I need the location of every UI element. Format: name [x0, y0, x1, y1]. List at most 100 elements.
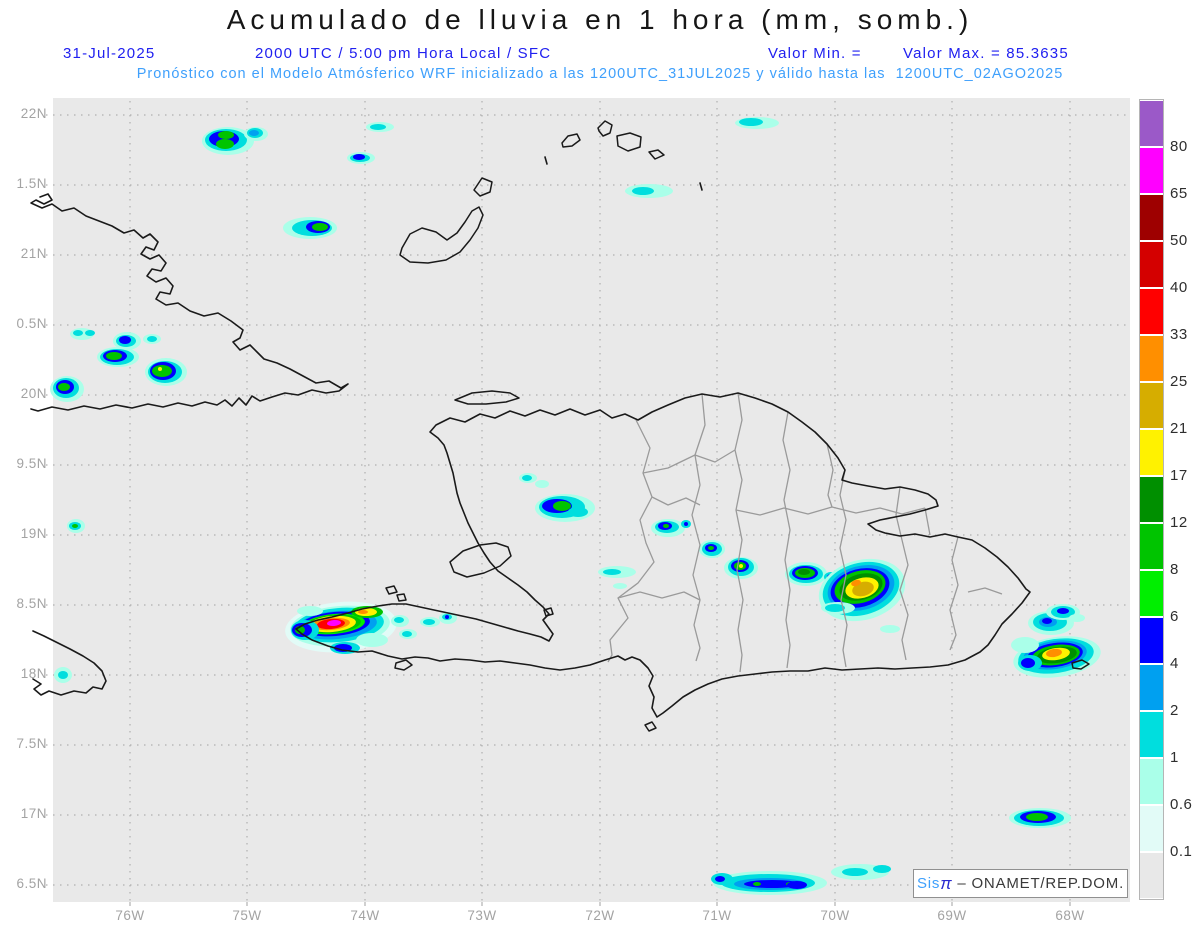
- colorbar-segment: [1140, 806, 1163, 851]
- rain-cell-layer: [728, 558, 754, 576]
- rain-cell-layer: [658, 522, 672, 530]
- rain-cell-layer: [209, 131, 239, 147]
- plot-background: [53, 98, 1130, 902]
- rain-cell-layer: [67, 519, 85, 533]
- rain-cell-layer: [744, 880, 800, 888]
- rain-cell-layer: [1013, 636, 1101, 678]
- rain-cell-layer: [852, 581, 874, 597]
- coastline: [699, 182, 703, 191]
- rain-cell-layer: [702, 542, 722, 556]
- province-border: [895, 486, 903, 541]
- rain-cell-layer: [795, 568, 815, 578]
- rain-cell-layer: [851, 579, 861, 587]
- colorbar-segment: [1140, 759, 1163, 804]
- rain-cell-layer: [350, 154, 370, 162]
- lon-tick-label: 71W: [702, 908, 732, 923]
- rain-cell-layer: [1032, 644, 1080, 666]
- rain-cell-layer: [1039, 617, 1057, 627]
- rain-cell-layer: [708, 546, 714, 550]
- island-outline: [396, 593, 407, 602]
- rain-cell-layer: [312, 223, 328, 231]
- lat-tick-label: 0.5N: [16, 316, 47, 331]
- coastline: [544, 156, 548, 165]
- lat-tick-label: 21N: [20, 246, 47, 261]
- rain-cell-layer: [334, 644, 352, 652]
- colorbar-segment: [1140, 524, 1163, 569]
- rain-cell-layer: [218, 131, 234, 139]
- colorbar-level-label: 21: [1170, 420, 1188, 437]
- island-outline: [597, 120, 613, 137]
- coastline: [30, 193, 349, 412]
- rain-cell-layer: [50, 376, 84, 402]
- rain-cell-layer: [347, 152, 375, 164]
- rain-cell-layer: [1026, 813, 1048, 821]
- rain-cell-layer: [830, 568, 890, 608]
- province-border: [924, 507, 931, 536]
- colorbar-segment: [1140, 853, 1163, 898]
- rain-cell-layer: [1033, 613, 1067, 631]
- rain-cell-layer: [297, 606, 323, 616]
- rain-cell-layer: [291, 620, 319, 640]
- lat-tick-label: 8.5N: [16, 596, 47, 611]
- rain-cell-layer: [244, 127, 268, 141]
- colorbar-level-label: 8: [1170, 561, 1179, 578]
- rain-cell-layer: [100, 349, 134, 365]
- colorbar-segment: [1140, 571, 1163, 616]
- rain-cell-layer: [839, 573, 883, 601]
- rain-cell-layer: [56, 380, 74, 394]
- colorbar-segment: [1140, 665, 1163, 710]
- rain-cell-layer: [103, 350, 127, 362]
- rain-cell-layer: [1051, 606, 1075, 618]
- province-border: [967, 587, 1003, 595]
- rain-cell-layer: [787, 881, 807, 889]
- rain-cell-layer: [818, 558, 906, 622]
- rain-cell-layer: [216, 139, 234, 149]
- rain-cell-layer: [113, 332, 141, 350]
- rain-cell-layer: [53, 378, 79, 398]
- rain-cell-layer: [724, 557, 758, 579]
- rain-cell-layer: [1046, 648, 1062, 658]
- rain-cell-layer: [147, 336, 157, 342]
- island-outline: [1071, 659, 1090, 670]
- rain-cell-layer: [283, 217, 337, 239]
- province-border: [782, 411, 791, 669]
- rain-cell-layer: [97, 347, 139, 367]
- rain-cell-layer: [1057, 608, 1069, 614]
- island-outline: [616, 132, 642, 152]
- lat-tick-label: 18N: [20, 666, 47, 681]
- coastline: [295, 392, 1031, 718]
- rain-cell-layer: [106, 352, 122, 360]
- rain-cell-layer: [330, 642, 360, 654]
- rain-cell-layer: [739, 118, 763, 126]
- colorbar-segment: [1140, 195, 1163, 240]
- colorbar-segment: [1140, 101, 1163, 146]
- rain-cell-layer: [300, 611, 370, 637]
- rain-cell-layer: [519, 473, 537, 483]
- brand-pi-icon: π: [940, 873, 953, 893]
- attribution-organization: ONAMET/REP.DOM.: [971, 875, 1125, 892]
- rain-cell-layer: [58, 383, 70, 391]
- rain-cell-layer: [399, 629, 417, 639]
- colorbar-level-label: 2: [1170, 702, 1179, 719]
- rain-cell-layer: [205, 129, 247, 151]
- lon-tick-label: 74W: [350, 908, 380, 923]
- rain-cell-layer: [439, 612, 457, 624]
- rain-cell-layer: [821, 602, 855, 614]
- rain-cell-layer: [568, 507, 588, 517]
- rain-cell-layer: [366, 122, 394, 132]
- attribution-box: Sis π – ONAMET/REP.DOM.: [913, 869, 1128, 898]
- rain-cell-layer: [705, 544, 717, 552]
- attribution-separator: –: [952, 875, 972, 892]
- colorbar-segment: [1140, 289, 1163, 334]
- province-border: [826, 443, 834, 508]
- lat-tick-label: 19N: [20, 526, 47, 541]
- rain-cell-layer: [798, 569, 810, 575]
- rain-cell-layer: [1023, 640, 1087, 670]
- colorbar-level-label: 1: [1170, 749, 1179, 766]
- rain-cell-layer: [306, 221, 330, 233]
- rain-cell-layer: [73, 330, 83, 336]
- province-border: [651, 496, 701, 506]
- colorbar-level-label: 50: [1170, 232, 1188, 249]
- lat-tick-label: 17N: [20, 806, 47, 821]
